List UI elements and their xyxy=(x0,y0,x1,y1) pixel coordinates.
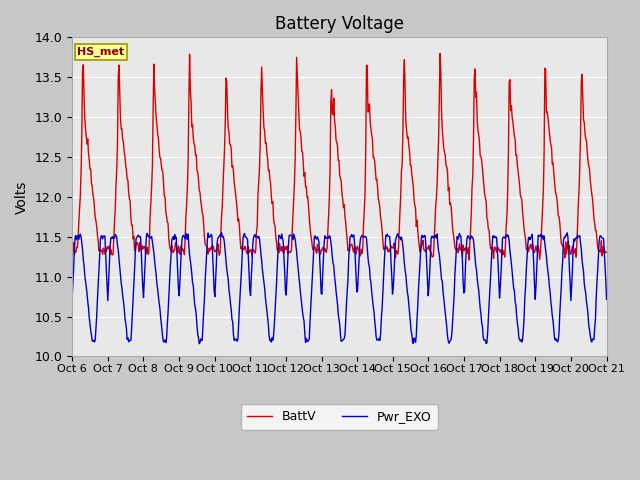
Text: HS_met: HS_met xyxy=(77,47,125,57)
BattV xyxy=(436,50,444,56)
Pwr_EXO xyxy=(133,235,141,240)
BattV xyxy=(133,241,141,247)
BattV xyxy=(68,243,76,249)
Pwr_EXO xyxy=(188,264,195,269)
Pwr_EXO xyxy=(68,295,76,300)
BattV xyxy=(465,257,473,263)
Pwr_EXO xyxy=(78,240,86,246)
BattV xyxy=(188,98,195,104)
Pwr_EXO xyxy=(216,232,224,238)
Pwr_EXO xyxy=(406,311,413,316)
BattV xyxy=(603,250,611,255)
BattV xyxy=(216,252,223,258)
BattV xyxy=(420,246,428,252)
Pwr_EXO xyxy=(195,341,203,347)
Pwr_EXO xyxy=(218,230,225,236)
Line: BattV: BattV xyxy=(72,53,607,260)
Legend: BattV, Pwr_EXO: BattV, Pwr_EXO xyxy=(241,404,438,430)
Line: Pwr_EXO: Pwr_EXO xyxy=(72,233,607,344)
Title: Battery Voltage: Battery Voltage xyxy=(275,15,404,33)
Pwr_EXO xyxy=(421,233,429,239)
Pwr_EXO xyxy=(603,297,611,302)
BattV xyxy=(404,134,412,140)
Y-axis label: Volts: Volts xyxy=(15,180,29,214)
BattV xyxy=(78,132,86,138)
